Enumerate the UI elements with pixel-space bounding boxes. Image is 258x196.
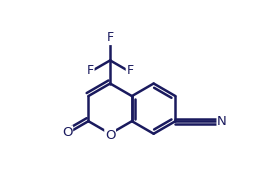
Text: F: F <box>126 64 133 77</box>
Text: O: O <box>62 126 72 139</box>
Text: O: O <box>105 129 115 142</box>
Text: F: F <box>87 64 94 77</box>
Text: F: F <box>107 32 114 44</box>
Text: N: N <box>217 115 227 128</box>
